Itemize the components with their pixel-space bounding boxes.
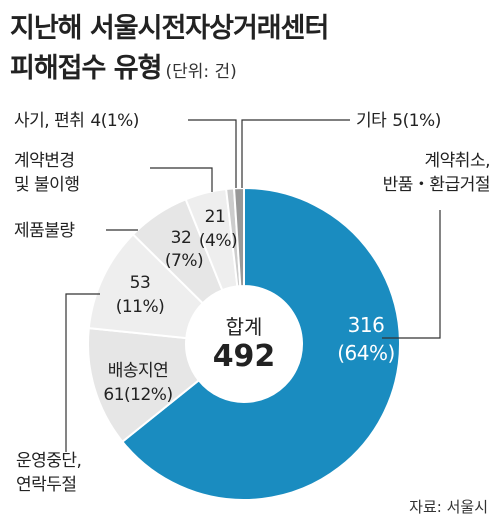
label-line: 반품・환급거절 <box>383 175 490 195</box>
label-fraud-value: 4(1%) <box>90 111 139 131</box>
chart-title-line2: 피해접수 유형 (단위: 건) <box>10 46 237 85</box>
pct-contract-change: (4%) <box>199 231 237 251</box>
pct-defect: (7%) <box>165 251 203 271</box>
value-defect: 32 <box>171 228 192 248</box>
pct-shutdown: (11%) <box>116 297 165 317</box>
name-delivery: 배송지연 <box>108 361 169 381</box>
leader-line-fraud <box>188 119 237 188</box>
chart-title-text: 피해접수 유형 <box>10 53 162 84</box>
label-line: 계약취소, <box>425 151 490 171</box>
leader-line-main <box>382 210 441 339</box>
leader-line-other <box>241 119 350 188</box>
center-value: 492 <box>213 339 276 374</box>
label-cancel: 계약취소, 반품・환급거절 <box>383 151 490 195</box>
label-line: 계약변경 <box>14 151 75 171</box>
label-fraud: 사기, 편취 4(1%) <box>14 111 139 131</box>
label-line: 및 불이행 <box>14 175 79 195</box>
label-defect: 제품불량 <box>14 221 75 241</box>
donut-slice-0 <box>120 186 401 501</box>
donut-slice-6 <box>232 186 245 288</box>
center-label: 합계 <box>226 315 263 339</box>
label-other: 기타 5(1%) <box>356 111 441 131</box>
pct-cancel: (64%) <box>337 341 395 365</box>
unit-label: (단위: 건) <box>165 62 237 82</box>
value-shutdown: 53 <box>130 273 151 293</box>
source-note: 자료: 서울시 <box>409 498 488 516</box>
leader-line-contract-change <box>150 167 213 192</box>
label-line: 연락두절 <box>16 475 77 495</box>
value-cancel: 316 <box>348 313 385 337</box>
slices-group <box>87 186 401 501</box>
value-contract-change: 21 <box>205 207 226 227</box>
chart-title-line1: 지난해 서울시전자상거래센터 <box>10 13 329 44</box>
label-line: 운영중단, <box>16 451 81 471</box>
label-fraud-name: 사기, 편취 <box>14 111 84 131</box>
label-other-value: 5(1%) <box>392 111 441 131</box>
label-other-name: 기타 <box>356 111 387 131</box>
label-shutdown: 운영중단, 연락두절 <box>16 451 81 495</box>
value-delivery: 61(12%) <box>103 385 172 405</box>
leader-line-shutdown <box>65 293 100 452</box>
